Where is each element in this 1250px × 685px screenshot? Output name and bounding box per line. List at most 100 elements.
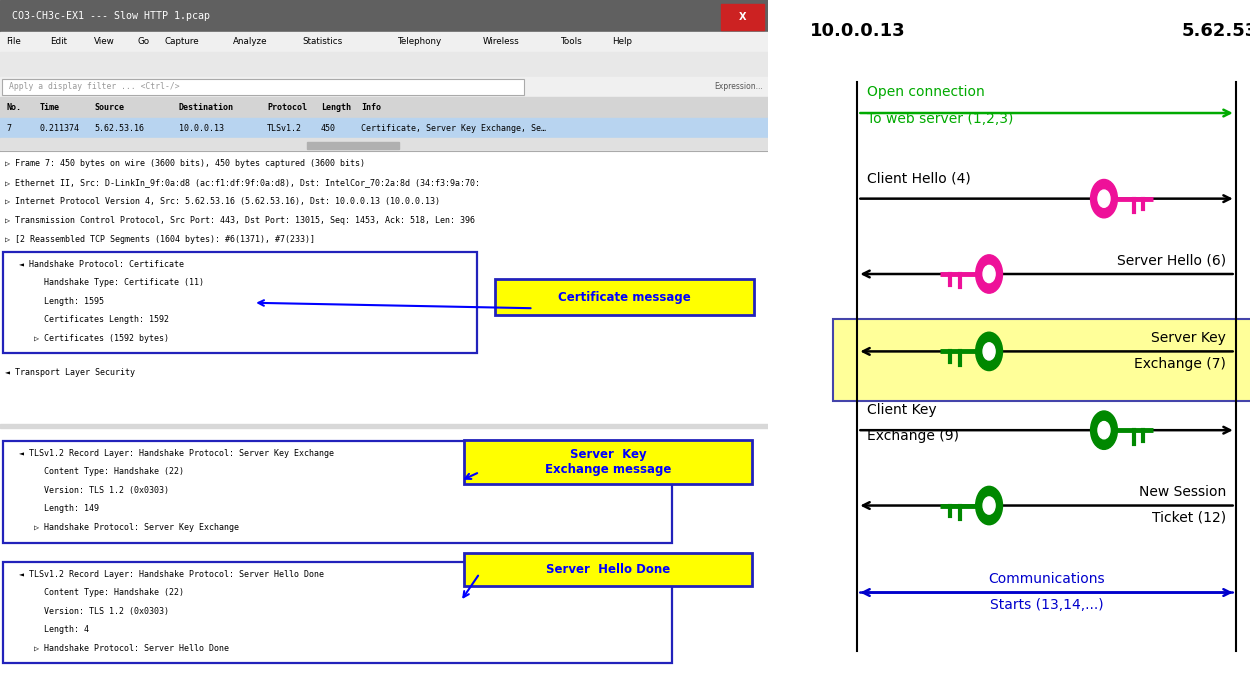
Text: ▷ [2 Reassembled TCP Segments (1604 bytes): #6(1371), #7(233)]: ▷ [2 Reassembled TCP Segments (1604 byte…: [5, 235, 315, 245]
Bar: [0, 97, 768, 118]
Text: 450: 450: [321, 123, 336, 133]
Text: Content Type: Handshake (22): Content Type: Handshake (22): [9, 467, 184, 477]
Text: Edit: Edit: [50, 37, 68, 47]
Bar: [2, 562, 672, 663]
Text: Open connection: Open connection: [867, 86, 985, 99]
Text: Length: Length: [321, 103, 351, 112]
Text: Starts (13,14,...): Starts (13,14,...): [990, 598, 1104, 612]
Circle shape: [1098, 421, 1110, 439]
Text: Info: Info: [361, 103, 381, 112]
Text: Server Key: Server Key: [1151, 331, 1226, 345]
Text: ▷ Ethernet II, Src: D-LinkIn_9f:0a:d8 (ac:f1:df:9f:0a:d8), Dst: IntelCor_70:2a:8: ▷ Ethernet II, Src: D-LinkIn_9f:0a:d8 (a…: [5, 177, 480, 187]
Bar: [0, 118, 768, 138]
Text: Ticket (12): Ticket (12): [1152, 511, 1226, 525]
Circle shape: [976, 255, 1002, 293]
Text: Client Key: Client Key: [867, 403, 936, 416]
Text: Server Hello (6): Server Hello (6): [1118, 253, 1226, 267]
Text: Source: Source: [95, 103, 125, 112]
Text: Certificate message: Certificate message: [559, 291, 691, 303]
Text: 5.62.53.16: 5.62.53.16: [1181, 22, 1250, 40]
Text: 10.0.0.13: 10.0.0.13: [179, 123, 224, 133]
Text: ◄ Transport Layer Security: ◄ Transport Layer Security: [5, 368, 135, 377]
Text: Apply a display filter ... <Ctrl-/>: Apply a display filter ... <Ctrl-/>: [9, 82, 180, 92]
Text: 0.211374: 0.211374: [39, 123, 79, 133]
Text: 7: 7: [6, 123, 11, 133]
Text: ▷ Transmission Control Protocol, Src Port: 443, Dst Port: 13015, Seq: 1453, Ack:: ▷ Transmission Control Protocol, Src Por…: [5, 216, 475, 225]
Text: 5.62.53.16: 5.62.53.16: [95, 123, 145, 133]
Text: 10.0.0.13: 10.0.0.13: [810, 22, 905, 40]
Text: CO3-CH3c-EX1 --- Slow HTTP 1.pcap: CO3-CH3c-EX1 --- Slow HTTP 1.pcap: [11, 11, 210, 21]
Bar: [2, 79, 524, 95]
Text: ▷ Internet Protocol Version 4, Src: 5.62.53.16 (5.62.53.16), Dst: 10.0.0.13 (10.: ▷ Internet Protocol Version 4, Src: 5.62…: [5, 197, 440, 206]
Text: Help: Help: [612, 37, 632, 47]
Text: Tools: Tools: [560, 37, 582, 47]
Text: Length: 4: Length: 4: [9, 625, 89, 634]
Circle shape: [1098, 190, 1110, 208]
Text: Statistics: Statistics: [302, 37, 343, 47]
Text: No.: No.: [6, 103, 21, 112]
Bar: [0, 138, 768, 151]
Circle shape: [976, 486, 1002, 525]
Text: Wireless: Wireless: [482, 37, 520, 47]
Bar: [464, 553, 752, 586]
Circle shape: [1090, 179, 1118, 218]
Bar: [0, 77, 768, 97]
Text: Length: 149: Length: 149: [9, 504, 99, 514]
Text: ◄ Transport Layer Security: ◄ Transport Layer Security: [5, 254, 135, 264]
Text: ▷ Frame 7: 450 bytes on wire (3600 bits), 450 bytes captured (3600 bits): ▷ Frame 7: 450 bytes on wire (3600 bits)…: [5, 158, 365, 168]
Text: ◄ TLSv1.2 Record Layer: Handshake Protocol: Server Hello Done: ◄ TLSv1.2 Record Layer: Handshake Protoc…: [9, 569, 324, 579]
Text: Content Type: Handshake (22): Content Type: Handshake (22): [5, 292, 180, 302]
Text: Version: TLS 1.2 (0x0303): Version: TLS 1.2 (0x0303): [9, 606, 169, 616]
Bar: [464, 440, 752, 484]
Text: Length: 1599: Length: 1599: [5, 331, 100, 340]
Bar: [0, 151, 768, 685]
Text: Version: TLS 1.2 (0x0303): Version: TLS 1.2 (0x0303): [9, 486, 169, 495]
Text: Server  Hello Done: Server Hello Done: [546, 563, 670, 575]
Text: Content Type: Handshake (22): Content Type: Handshake (22): [9, 588, 184, 597]
Text: ▷ Certificates (1592 bytes): ▷ Certificates (1592 bytes): [9, 334, 169, 343]
Text: Handshake Type: Certificate (11): Handshake Type: Certificate (11): [9, 278, 204, 288]
Circle shape: [982, 497, 995, 514]
Text: Expression...: Expression...: [714, 82, 762, 92]
Bar: [0, 0, 768, 32]
Text: Telephony: Telephony: [396, 37, 441, 47]
Bar: [495, 279, 755, 315]
Bar: [308, 142, 399, 149]
Text: Communications: Communications: [989, 572, 1105, 586]
Circle shape: [982, 342, 995, 360]
Bar: [0, 52, 768, 77]
Text: TLSv1.2: TLSv1.2: [268, 123, 302, 133]
Bar: [0, 32, 768, 52]
Text: Certificates Length: 1592: Certificates Length: 1592: [9, 315, 169, 325]
Bar: [834, 319, 1250, 401]
Text: Destination: Destination: [179, 103, 234, 112]
Circle shape: [976, 332, 1002, 371]
Circle shape: [1090, 411, 1118, 449]
Text: Time: Time: [39, 103, 59, 112]
Text: ▷ Handshake Protocol: Server Hello Done: ▷ Handshake Protocol: Server Hello Done: [9, 643, 229, 653]
Text: To web server (1,2,3): To web server (1,2,3): [867, 112, 1014, 125]
Text: ◄ Handshake Protocol: Certificate: ◄ Handshake Protocol: Certificate: [9, 260, 184, 269]
Circle shape: [982, 265, 995, 283]
Bar: [0, 424, 768, 428]
Bar: [2, 441, 672, 543]
Text: Certificate, Server Key Exchange, Se…: Certificate, Server Key Exchange, Se…: [361, 123, 546, 133]
Bar: [721, 4, 764, 30]
Text: Analyze: Analyze: [234, 37, 268, 47]
Text: Server  Key
Exchange message: Server Key Exchange message: [545, 448, 671, 476]
Text: Go: Go: [138, 37, 150, 47]
Text: Exchange (9): Exchange (9): [867, 429, 959, 443]
Text: Version: TLS 1.2 (0x0303): Version: TLS 1.2 (0x0303): [5, 312, 165, 321]
Text: Capture: Capture: [164, 37, 199, 47]
Text: ◄ TLSv1.2 Record Layer: Handshake Protocol: Server Key Exchange: ◄ TLSv1.2 Record Layer: Handshake Protoc…: [9, 449, 334, 458]
Text: Protocol: Protocol: [268, 103, 308, 112]
Bar: [2, 252, 478, 353]
Text: File: File: [6, 37, 21, 47]
Text: X: X: [739, 12, 746, 22]
Text: Length: 1595: Length: 1595: [9, 297, 104, 306]
Text: View: View: [94, 37, 115, 47]
Text: Client Hello (4): Client Hello (4): [867, 171, 971, 185]
Text: Exchange (7): Exchange (7): [1134, 357, 1226, 371]
Text: ▷ Handshake Protocol: Server Key Exchange: ▷ Handshake Protocol: Server Key Exchang…: [9, 523, 239, 532]
Text: ◄ TLSv1.2 Record Layer: Handshake Protocol: Certificate: ◄ TLSv1.2 Record Layer: Handshake Protoc…: [5, 273, 290, 283]
